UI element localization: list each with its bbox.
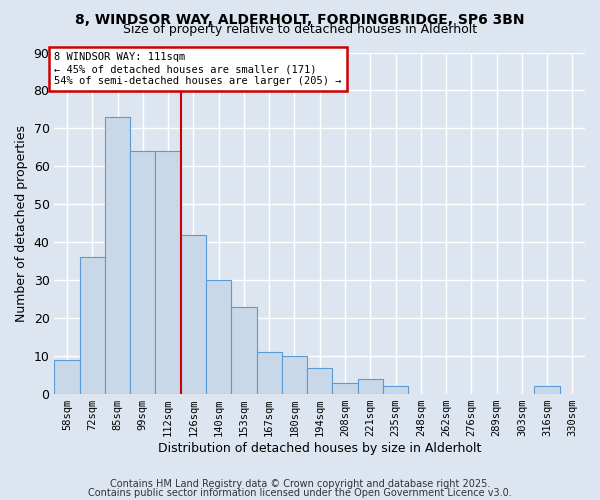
Bar: [282, 356, 307, 394]
Y-axis label: Number of detached properties: Number of detached properties: [15, 125, 28, 322]
Bar: [535, 386, 560, 394]
Bar: [332, 382, 358, 394]
Bar: [206, 280, 231, 394]
Bar: [383, 386, 408, 394]
Bar: [155, 151, 181, 394]
Bar: [55, 360, 80, 394]
Text: 8 WINDSOR WAY: 111sqm
← 45% of detached houses are smaller (171)
54% of semi-det: 8 WINDSOR WAY: 111sqm ← 45% of detached …: [55, 52, 342, 86]
Bar: [130, 151, 155, 394]
Bar: [181, 234, 206, 394]
X-axis label: Distribution of detached houses by size in Alderholt: Distribution of detached houses by size …: [158, 442, 481, 455]
Text: 8, WINDSOR WAY, ALDERHOLT, FORDINGBRIDGE, SP6 3BN: 8, WINDSOR WAY, ALDERHOLT, FORDINGBRIDGE…: [75, 12, 525, 26]
Bar: [80, 258, 105, 394]
Bar: [257, 352, 282, 394]
Bar: [358, 379, 383, 394]
Bar: [231, 307, 257, 394]
Text: Size of property relative to detached houses in Alderholt: Size of property relative to detached ho…: [123, 24, 477, 36]
Text: Contains HM Land Registry data © Crown copyright and database right 2025.: Contains HM Land Registry data © Crown c…: [110, 479, 490, 489]
Text: Contains public sector information licensed under the Open Government Licence v3: Contains public sector information licen…: [88, 488, 512, 498]
Bar: [307, 368, 332, 394]
Bar: [105, 117, 130, 394]
